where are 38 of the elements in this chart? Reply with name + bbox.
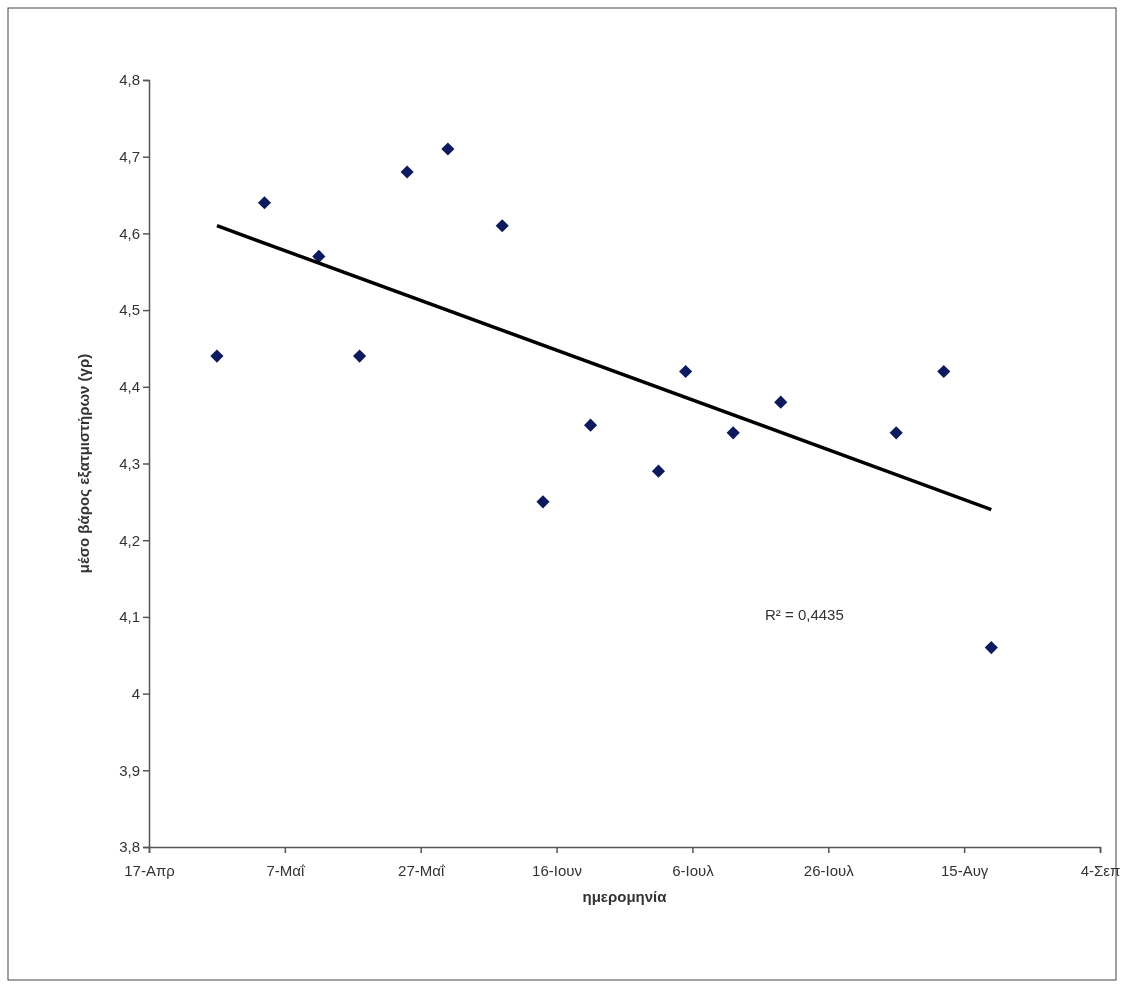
- y-tick-label: 3,9: [119, 761, 140, 779]
- x-tick-label: 6-Ιουλ: [672, 861, 715, 879]
- x-axis-title: ημερομηνία: [582, 888, 668, 905]
- point: [774, 395, 788, 409]
- x-tick-label: 4-Σεπ: [1080, 861, 1121, 879]
- point: [536, 495, 550, 509]
- x-tick-label: 26-Ιουλ: [803, 861, 855, 879]
- y-tick-label: 4: [131, 684, 140, 702]
- point: [495, 219, 509, 233]
- x-tick-label: 7-Μαΐ: [266, 861, 305, 879]
- y-tick-label: 3,8: [119, 838, 140, 856]
- point: [889, 426, 903, 440]
- y-tick-label: 4,1: [119, 608, 140, 626]
- point: [441, 142, 455, 156]
- x-tick-label: 17-Απρ: [124, 861, 175, 879]
- y-tick-label: 4,2: [119, 531, 140, 549]
- y-tick-label: 4,5: [119, 301, 140, 319]
- point: [679, 364, 693, 379]
- point: [651, 464, 666, 478]
- y-tick-label: 4,4: [119, 378, 140, 396]
- annotation: R² = 0,4435: [765, 606, 844, 623]
- point: [353, 349, 367, 363]
- y-axis-title: μέσο βάρος εξατμιστήρων (γρ): [75, 353, 92, 574]
- x-tick-label: 15-Αυγ: [940, 861, 989, 879]
- point: [583, 418, 598, 432]
- point: [726, 426, 740, 440]
- y-tick-label: 4,7: [119, 148, 140, 165]
- x-tick-label: 27-Μαΐ: [398, 861, 445, 879]
- point: [312, 249, 326, 263]
- point: [210, 349, 224, 363]
- y-tick-label: 4,6: [119, 224, 140, 242]
- point: [400, 165, 414, 179]
- point: [937, 364, 951, 379]
- y-tick-label: 4,8: [119, 71, 140, 89]
- point: [984, 641, 998, 655]
- x-tick-label: 16-Ιουν: [532, 861, 583, 879]
- point: [257, 196, 272, 210]
- y-tick-label: 4,3: [119, 454, 140, 472]
